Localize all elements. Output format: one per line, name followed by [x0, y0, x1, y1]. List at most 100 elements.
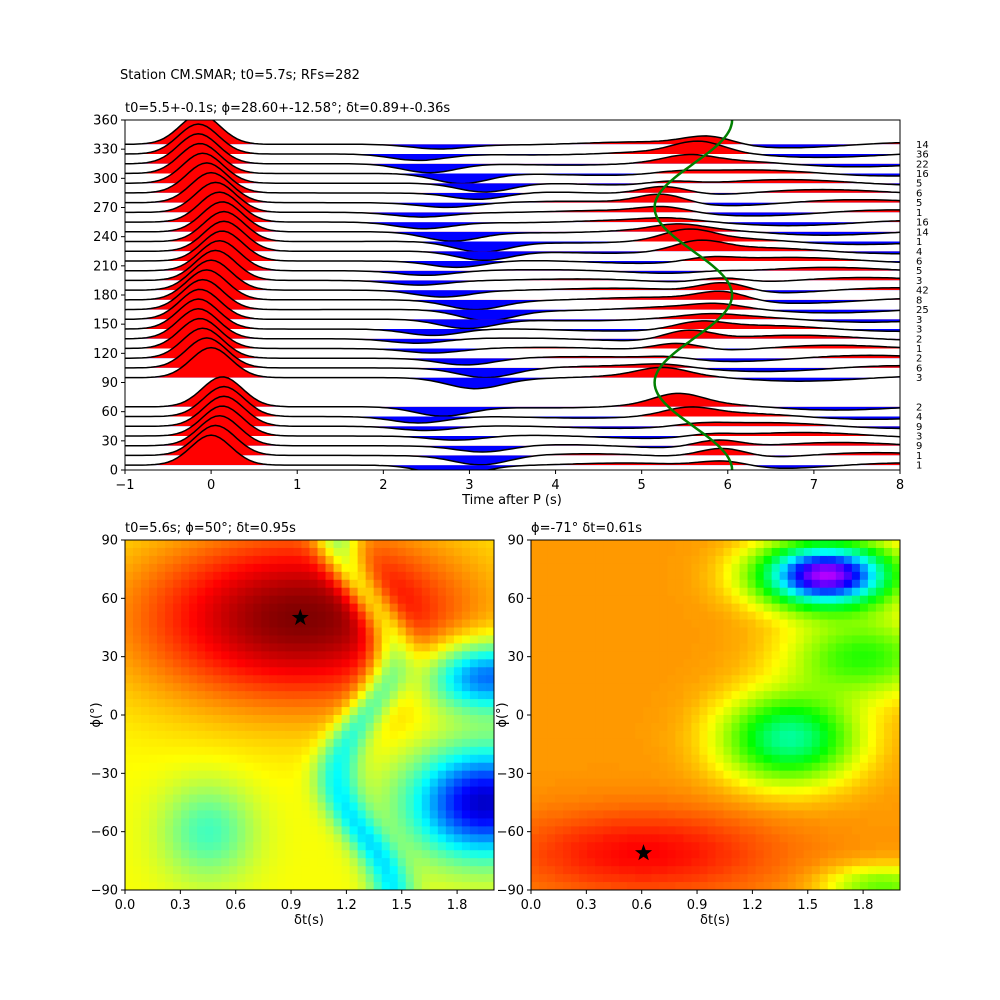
heatmap-cell — [309, 746, 319, 756]
heatmap-cell — [635, 603, 644, 613]
heatmap-cell — [149, 730, 158, 740]
heatmap-cell — [277, 858, 287, 867]
heatmap-cell — [859, 651, 869, 660]
rf-trace-baz-0 — [125, 434, 900, 470]
heatmap-cell — [731, 595, 741, 605]
heatmap-cell — [173, 635, 182, 644]
heatmap-cell — [787, 547, 797, 557]
heatmap-cell — [843, 691, 853, 700]
heatmap-cell — [229, 619, 238, 629]
heatmap-cell — [723, 675, 733, 684]
heatmap-cell — [779, 571, 789, 581]
heatmap-cell — [445, 834, 455, 843]
heatmap-cell — [835, 770, 845, 780]
heatmap-cell — [157, 786, 166, 796]
heatmap-cell — [205, 627, 214, 637]
heatmap-cell — [309, 842, 319, 851]
heatmap-cell — [675, 683, 685, 692]
x-tick-label: 1 — [293, 478, 301, 493]
heatmap-cell — [699, 675, 709, 684]
heatmap-cell — [579, 746, 588, 756]
heatmap-cell — [771, 563, 781, 573]
heatmap-cell — [787, 722, 797, 732]
heatmap-cell — [771, 643, 781, 652]
heatmap-cell — [619, 555, 628, 565]
heatmap-cell — [715, 675, 725, 684]
heatmap-cell — [867, 762, 877, 772]
heatmap-cell — [365, 818, 375, 827]
heatmap-cell — [875, 587, 885, 597]
heatmap-cell — [173, 738, 182, 748]
heatmap-cell — [405, 619, 415, 629]
heatmap-cell — [795, 842, 805, 851]
rf-negative-fill — [278, 348, 760, 353]
heatmap-cell — [691, 818, 701, 827]
heatmap-cell — [389, 691, 399, 700]
heatmap-cell — [715, 691, 725, 700]
heatmap-cell — [357, 619, 367, 629]
heatmap-cell — [405, 730, 415, 740]
heatmap-cell — [835, 563, 845, 573]
heatmap-cell — [253, 850, 262, 859]
heatmap-cell — [461, 850, 471, 859]
rf-count-label: 16 — [916, 218, 929, 229]
heatmap-cell — [707, 778, 717, 788]
heatmap-cell — [253, 754, 262, 764]
heatmap-cell — [133, 786, 142, 796]
heatmap-cell — [261, 659, 270, 668]
rf-count-label: 3 — [916, 276, 922, 287]
heatmap-cell — [779, 826, 789, 835]
heatmap-cell — [819, 818, 829, 827]
heatmap-cell — [221, 842, 230, 851]
heatmap-cell — [867, 635, 877, 644]
heatmap-cell — [173, 722, 182, 732]
heatmap-cell — [365, 595, 375, 605]
x-tick-label: 0.3 — [170, 898, 191, 913]
y-tick-label: −60 — [497, 825, 524, 840]
heatmap-cell — [485, 635, 494, 644]
heatmap-cell — [803, 595, 813, 605]
heatmap-cell — [851, 547, 861, 557]
heatmap-cell — [531, 691, 540, 700]
heatmap-cell — [469, 754, 479, 764]
heatmap-cell — [803, 579, 813, 589]
heatmap-cell — [715, 850, 725, 859]
heatmap-cell — [413, 786, 423, 796]
heatmap-cell — [253, 746, 262, 756]
heatmap-cell — [827, 746, 837, 756]
heatmap-cell — [739, 547, 749, 557]
heatmap-cell — [891, 810, 900, 819]
heatmap-cell — [843, 547, 853, 557]
heatmap-cell — [835, 707, 845, 716]
heatmap-cell — [771, 707, 781, 716]
heatmap-cell — [181, 770, 190, 780]
heatmap-cell — [707, 555, 717, 565]
heatmap-cell — [301, 667, 311, 676]
heatmap-cell — [795, 635, 805, 644]
heatmap-cell — [723, 643, 733, 652]
heatmap-cell — [437, 611, 447, 621]
heatmap-cell — [643, 627, 652, 637]
heatmap-cell — [539, 778, 548, 788]
heatmap-cell — [461, 587, 471, 597]
heatmap-cell — [731, 738, 741, 748]
heatmap-cell — [811, 738, 821, 748]
heatmap-cell — [469, 555, 479, 565]
heatmap-cell — [763, 762, 773, 772]
heatmap-cell — [763, 571, 773, 581]
heatmap-cell — [659, 579, 668, 589]
heatmap-cell — [683, 738, 693, 748]
heatmap-cell — [843, 802, 853, 812]
heatmap-cell — [213, 667, 222, 676]
heatmap-cell — [237, 866, 246, 875]
heatmap-cell — [237, 683, 246, 692]
heatmap-cell — [325, 707, 335, 716]
heatmap-cell — [803, 754, 813, 764]
heatmap-cell — [317, 675, 327, 684]
heatmap-cell — [341, 675, 351, 684]
heatmap-cell — [181, 643, 190, 652]
heatmap-cell — [571, 563, 580, 573]
heatmap-cell — [333, 834, 343, 843]
heatmap-cell — [341, 810, 351, 819]
heatmap-cell — [445, 651, 455, 660]
